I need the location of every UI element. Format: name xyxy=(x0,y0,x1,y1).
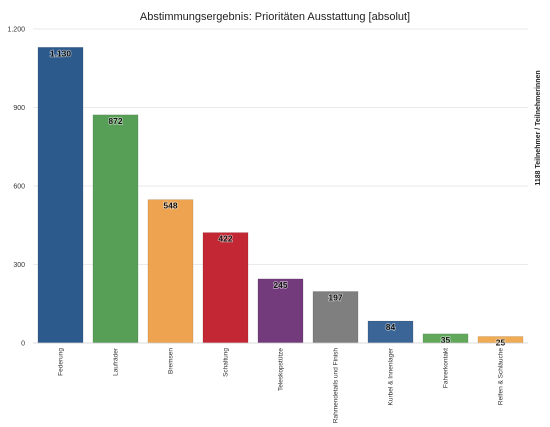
y-axis-ticks: 0 300 600 900 1.200 xyxy=(7,27,25,348)
y-tick-label: 0 xyxy=(21,341,25,348)
bars xyxy=(37,47,524,344)
data-label: 35 xyxy=(441,335,451,345)
data-label: 25 xyxy=(496,337,506,347)
x-tick-label: Teleskopstütze xyxy=(278,348,285,391)
y-tick-label: 600 xyxy=(13,184,25,191)
x-tick-label: Bremsen xyxy=(168,348,175,374)
data-label: 1.130 xyxy=(50,48,72,58)
y-tick-label: 300 xyxy=(13,262,25,269)
y-tick-label: 1.200 xyxy=(7,27,25,34)
x-tick-label: Federung xyxy=(58,348,65,376)
x-tick-label: Reifen & Schläuche xyxy=(498,348,505,405)
bar xyxy=(202,232,249,344)
x-tick-label: Kurbel & Innenlager xyxy=(388,347,395,405)
x-axis-ticks: Federung Laufräder Bremsen Schaltung Telesko… xyxy=(58,347,505,423)
data-label: 548 xyxy=(163,201,177,211)
x-tick-label: Laufräder xyxy=(113,347,120,376)
chart-title: Abstimmungsergebnis: Prioritäten Ausstat… xyxy=(140,11,410,23)
x-tick-label: Schaltung xyxy=(223,348,230,377)
data-label: 84 xyxy=(386,322,396,332)
data-label: 422 xyxy=(218,234,232,244)
data-labels: 1.130 872 548 422 245 197 84 35 25 xyxy=(49,48,506,349)
bar xyxy=(37,47,84,344)
y-tick-label: 900 xyxy=(13,105,25,112)
data-label: 245 xyxy=(273,280,287,290)
x-tick-label: Rahmendetails und Finish xyxy=(333,348,340,424)
data-label: 197 xyxy=(328,292,342,302)
bar xyxy=(92,114,139,344)
bar xyxy=(257,278,304,344)
data-label: 872 xyxy=(108,116,122,126)
x-tick-label: Fahrerkontakt xyxy=(443,348,450,388)
bar xyxy=(147,199,194,344)
y-axis-label: 1188 Teilnehmer / Teilnehmerinnen xyxy=(535,70,542,185)
